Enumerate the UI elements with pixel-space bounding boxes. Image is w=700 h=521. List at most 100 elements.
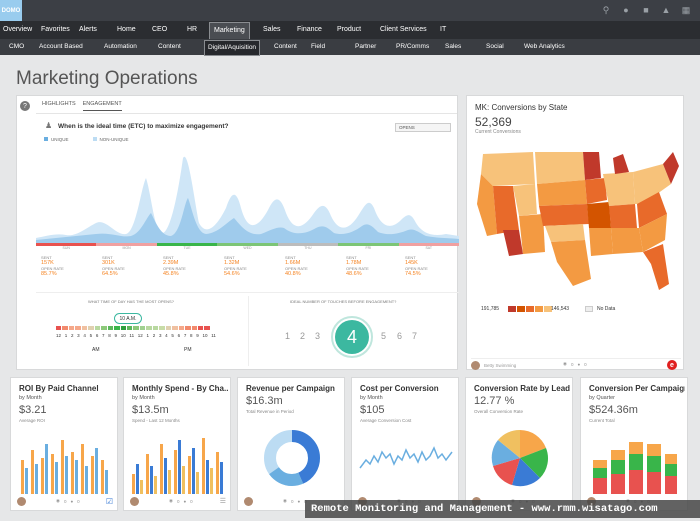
hour-heat-strip	[56, 326, 210, 330]
help-icon[interactable]: ?	[20, 101, 30, 111]
subnav-sales[interactable]: Sales	[445, 43, 462, 50]
touch-value: 4	[335, 320, 369, 354]
list-icon[interactable]: ☰	[219, 498, 226, 505]
avatar[interactable]	[17, 496, 26, 506]
owner-name[interactable]: Betty Swimming	[484, 363, 517, 368]
checkbox-icon[interactable]: ☑	[105, 496, 113, 506]
subnav-social[interactable]: Social	[486, 43, 504, 50]
open-label: OPEN RATE	[102, 266, 125, 271]
tab-engagement[interactable]: ENGAGEMENT	[82, 101, 122, 111]
donut-segment	[264, 430, 320, 486]
roi-card[interactable]: ROI By Paid Channel by Month $3.21 Avera…	[10, 377, 118, 511]
hour-label: 12	[56, 333, 62, 338]
hour-cell	[165, 326, 172, 330]
card-value: $524.36m	[589, 404, 638, 416]
unique-area	[36, 198, 459, 243]
tab-highlights[interactable]: HIGHLIGHTS	[42, 101, 76, 107]
nav-product[interactable]: Product	[337, 26, 362, 33]
domo-logo[interactable]: DOMO	[0, 0, 22, 21]
bar	[105, 470, 108, 494]
legend-non-unique: NON-UNIQUE	[92, 137, 129, 142]
hour-label: 3	[158, 333, 162, 338]
subnav-digital-aquisition[interactable]: Digital/Aquisition	[204, 40, 261, 56]
bar	[71, 452, 74, 494]
nav-alerts[interactable]: Alerts	[79, 26, 97, 33]
nav-client-services[interactable]: Client Services	[380, 26, 427, 33]
divider	[248, 296, 249, 366]
subnav-account-based[interactable]: Account Based	[39, 43, 83, 50]
map-state-region	[637, 192, 667, 228]
views-icon: ◉	[283, 498, 287, 503]
bar	[150, 466, 153, 494]
bar	[51, 454, 54, 494]
campaign-stacked-chart	[593, 442, 677, 494]
bar	[220, 462, 223, 494]
conversion-rate-card[interactable]: Conversion Rate by Lead... 12.77 % Overa…	[465, 377, 573, 511]
touch-2: 2	[300, 331, 306, 341]
nav-ceo[interactable]: CEO	[152, 26, 168, 33]
avatar[interactable]	[244, 496, 253, 506]
nav-sales[interactable]: Sales	[263, 26, 281, 33]
day-labels: SUN MON TUE WED THU FRI SAT	[36, 246, 459, 250]
open-value: 45.8%	[163, 271, 179, 277]
nav-home[interactable]: Home	[117, 26, 136, 33]
touch-5: 5	[381, 331, 387, 341]
hour-label: 12	[137, 333, 143, 338]
subnav-field[interactable]: Field	[311, 43, 326, 50]
avatar[interactable]	[130, 496, 139, 506]
nav-marketing[interactable]: Marketing	[209, 22, 250, 40]
cost-line	[359, 446, 453, 469]
hour-label: 8	[108, 333, 111, 338]
grid-icon[interactable]: ▦	[681, 4, 691, 15]
map-state-region	[589, 228, 613, 256]
map-state-region	[639, 214, 667, 252]
comments-count: 0	[584, 361, 587, 367]
map-state-region	[585, 178, 607, 204]
day-label: THU	[304, 246, 312, 250]
bar	[164, 458, 167, 494]
subnav-automation[interactable]: Automation	[104, 43, 137, 50]
bar	[75, 460, 78, 494]
notification-icon[interactable]: ■	[643, 5, 649, 15]
open-value: 64.5%	[102, 271, 118, 277]
views-icon: ◉	[56, 498, 60, 503]
conversion-campaign-card[interactable]: Conversion Per Campaign by Quarter $524.…	[580, 377, 688, 511]
day-strip-tue	[156, 243, 218, 246]
card-subtitle: Overall Conversion Rate	[474, 409, 524, 414]
e-badge-icon[interactable]: e	[667, 360, 677, 370]
revenue-campaign-card[interactable]: Revenue per Campaign $16.3m Total Revenu…	[237, 377, 345, 511]
monthly-spend-card[interactable]: Monthly Spend - By Cha... by Month $13.5…	[123, 377, 231, 511]
chat-icon[interactable]: ▲	[661, 5, 671, 15]
map-state-region	[539, 204, 589, 226]
hour-label: 6	[177, 333, 181, 338]
subnav-web-analytics[interactable]: Web Analytics	[524, 43, 565, 50]
hour-label: 5	[89, 333, 93, 338]
mk-conversions-card[interactable]: MK: Conversions by State 52,369 Current …	[466, 95, 684, 370]
hour-cell	[114, 326, 120, 330]
nav-overview[interactable]: Overview	[3, 26, 33, 33]
day-strip-sat	[398, 243, 459, 246]
stack-segment	[593, 478, 607, 494]
globe-icon[interactable]: ●	[623, 5, 629, 15]
stack-segment	[647, 444, 661, 456]
avatar[interactable]	[471, 361, 480, 370]
hour-label: 2	[70, 333, 74, 338]
subnav-cmo[interactable]: CMO	[9, 43, 25, 50]
subnav-pr-comms[interactable]: PR/Comms	[396, 43, 430, 50]
hour-cell	[133, 326, 139, 330]
subnav-content-2[interactable]: Content	[274, 43, 297, 50]
hour-cell	[146, 326, 152, 330]
nav-hr[interactable]: HR	[187, 26, 198, 33]
open-label: OPEN RATE	[285, 266, 308, 271]
bar	[35, 464, 38, 494]
subnav-content[interactable]: Content	[158, 43, 181, 50]
nav-favorites[interactable]: Favorites	[41, 26, 70, 33]
nav-it[interactable]: IT	[440, 26, 447, 33]
hour-cell	[178, 326, 185, 330]
nav-finance[interactable]: Finance	[297, 26, 322, 33]
stack-segment	[647, 456, 661, 472]
search-icon[interactable]: ⚲	[602, 4, 610, 15]
subnav-partner[interactable]: Partner	[355, 43, 377, 50]
metric-dropdown[interactable]: OPENS	[395, 123, 451, 132]
cost-conversion-card[interactable]: Cost per Conversion by Month $105 Averag…	[351, 377, 459, 511]
